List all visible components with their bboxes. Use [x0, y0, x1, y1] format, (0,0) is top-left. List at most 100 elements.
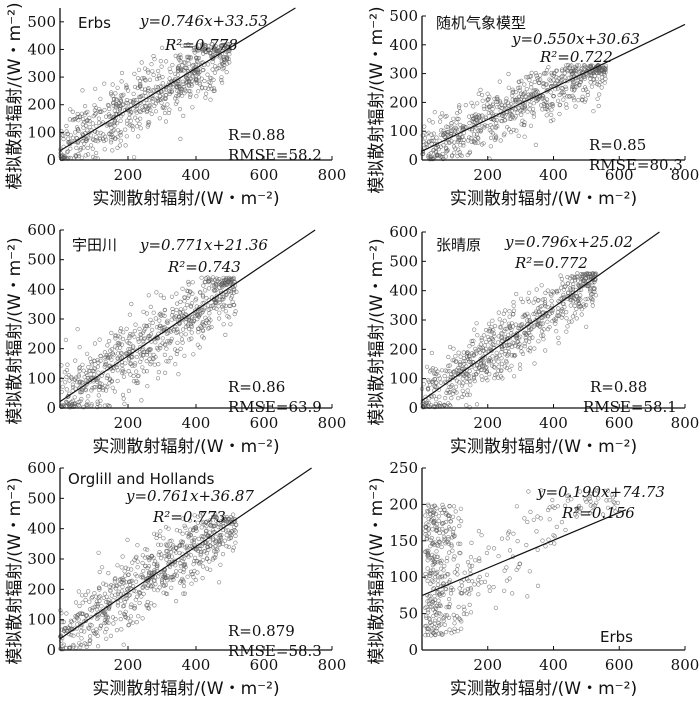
data-point — [181, 591, 186, 596]
data-point — [218, 54, 223, 59]
data-point — [60, 646, 66, 652]
data-point — [509, 353, 515, 358]
data-point — [144, 324, 149, 329]
data-point — [530, 106, 536, 112]
data-point — [596, 496, 601, 501]
data-point — [142, 77, 148, 82]
data-point — [231, 275, 236, 281]
data-point — [435, 582, 441, 587]
data-point — [70, 135, 76, 140]
data-point — [575, 80, 580, 85]
data-point — [561, 287, 567, 292]
data-point — [91, 137, 96, 142]
data-point — [439, 544, 444, 550]
data-point — [588, 63, 594, 68]
data-point — [200, 512, 205, 517]
data-point — [584, 499, 589, 504]
data-point — [180, 516, 185, 521]
data-point — [176, 54, 181, 59]
data-point — [139, 356, 144, 361]
data-point — [460, 381, 466, 386]
data-point — [60, 644, 65, 649]
data-point — [109, 138, 114, 143]
data-point — [200, 42, 205, 47]
x-tick-label: 800 — [318, 414, 347, 432]
data-point — [210, 42, 215, 47]
data-point — [544, 113, 549, 118]
data-point — [148, 352, 153, 357]
y-axis-label: 模拟散射辐射/(W・m⁻²) — [367, 6, 387, 193]
data-point — [161, 104, 166, 109]
data-point — [545, 305, 550, 310]
data-point — [577, 83, 582, 88]
data-point — [493, 356, 499, 361]
data-point — [460, 366, 465, 372]
data-point — [70, 109, 75, 114]
data-point — [161, 295, 166, 301]
data-point — [181, 583, 187, 589]
data-point — [81, 611, 86, 617]
data-point — [519, 349, 524, 354]
data-point — [526, 290, 532, 295]
data-point — [452, 369, 457, 374]
data-point — [584, 272, 589, 277]
data-point — [599, 85, 604, 90]
data-point — [466, 356, 471, 362]
data-point — [576, 97, 581, 103]
data-point — [177, 310, 182, 315]
data-point — [456, 396, 461, 401]
data-point — [499, 356, 504, 361]
data-point — [615, 500, 620, 506]
data-point — [536, 309, 542, 314]
data-point — [469, 540, 474, 546]
data-point — [187, 518, 193, 523]
data-point — [563, 527, 568, 533]
data-point — [93, 150, 99, 156]
data-point — [223, 309, 228, 314]
data-point — [492, 342, 497, 348]
data-point — [204, 318, 209, 323]
data-point — [124, 85, 129, 91]
data-point — [111, 96, 117, 102]
data-point — [426, 130, 431, 135]
y-axis-label: 模拟散射辐射/(W・m⁻²) — [367, 238, 387, 425]
data-point — [194, 559, 199, 564]
data-point — [600, 512, 606, 517]
data-point — [539, 329, 545, 334]
data-point — [180, 63, 185, 68]
data-point — [541, 80, 546, 86]
data-point — [212, 70, 217, 75]
data-point — [159, 555, 164, 561]
data-point — [426, 548, 431, 554]
data-point — [121, 374, 126, 379]
data-point — [427, 617, 432, 622]
data-point — [438, 119, 443, 124]
data-point — [121, 611, 127, 617]
data-point — [517, 85, 522, 90]
data-point — [592, 272, 597, 277]
data-point — [464, 375, 469, 381]
data-point — [92, 341, 98, 346]
data-point — [217, 63, 222, 68]
data-point — [118, 93, 123, 98]
data-point — [214, 276, 219, 281]
data-point — [590, 277, 595, 283]
data-point — [479, 337, 484, 343]
data-point — [571, 274, 576, 279]
data-point — [430, 562, 435, 568]
data-point — [570, 314, 576, 319]
data-point — [217, 533, 223, 539]
data-point — [554, 68, 559, 73]
data-point — [495, 97, 500, 102]
data-point — [132, 328, 137, 334]
data-point — [113, 576, 118, 581]
data-point — [507, 106, 512, 111]
data-point — [446, 354, 451, 360]
data-point — [232, 312, 237, 317]
data-point — [157, 549, 162, 555]
data-point — [522, 344, 527, 349]
data-point — [580, 283, 586, 289]
data-point — [444, 539, 449, 544]
data-point — [96, 550, 101, 555]
data-point — [118, 99, 123, 104]
